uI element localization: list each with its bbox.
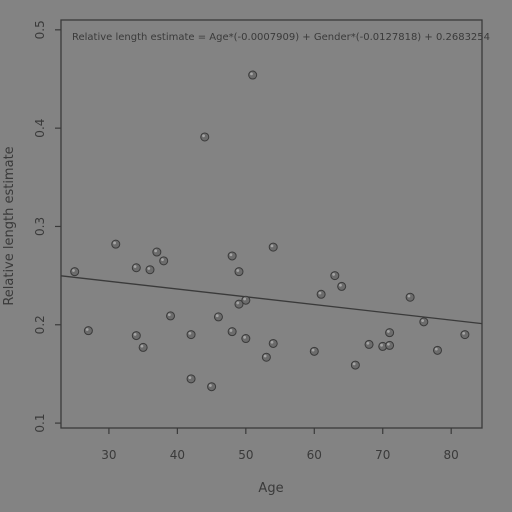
data-point (152, 247, 162, 257)
data-point (131, 263, 141, 273)
data-point (145, 265, 155, 275)
data-point (227, 251, 237, 261)
data-point (330, 271, 340, 281)
x-tick-label: 80 (444, 448, 459, 462)
data-point (405, 292, 415, 302)
data-point (350, 360, 360, 370)
data-point (261, 352, 271, 362)
data-point (309, 346, 319, 356)
data-point (385, 340, 395, 350)
data-point (268, 338, 278, 348)
data-point (207, 382, 217, 392)
data-point (460, 330, 470, 340)
data-point (200, 132, 210, 142)
data-point (385, 328, 395, 338)
x-tick-label: 40 (170, 448, 185, 462)
data-point (138, 342, 148, 352)
data-point (268, 242, 278, 252)
y-tick-label: 0.3 (33, 217, 47, 236)
y-tick-label: 0.4 (33, 119, 47, 138)
y-tick-label: 0.2 (33, 315, 47, 334)
data-point (227, 327, 237, 337)
y-tick-label: 0.1 (33, 414, 47, 433)
data-point (213, 312, 223, 322)
x-tick-label: 50 (238, 448, 253, 462)
data-point (337, 281, 347, 291)
regression-line (60, 275, 483, 325)
data-point (131, 331, 141, 341)
regression-formula: Relative length estimate = Age*(-0.00079… (72, 32, 490, 43)
data-point (241, 334, 251, 344)
data-point (186, 374, 196, 384)
plot-frame (60, 19, 483, 429)
points-layer (70, 70, 470, 392)
data-point (248, 70, 258, 80)
x-tick-label: 60 (307, 448, 322, 462)
y-tick-label: 0.5 (33, 20, 47, 39)
data-point (70, 267, 80, 277)
data-point (316, 289, 326, 299)
x-tick-label: 70 (375, 448, 390, 462)
x-axis-label: Age (258, 481, 283, 496)
ticks-layer: 30 40 50 60 70 80 0.1 0.2 0.3 0.4 0.5 (33, 20, 459, 462)
data-point (166, 311, 176, 321)
data-point (433, 345, 443, 355)
data-point (159, 256, 169, 266)
data-point (234, 267, 244, 277)
data-point (234, 299, 244, 309)
data-point (83, 326, 93, 336)
x-tick-label: 30 (101, 448, 116, 462)
y-axis-label: Relative length estimate (2, 146, 17, 305)
data-point (186, 330, 196, 340)
data-point (111, 239, 121, 249)
data-point (241, 295, 251, 305)
data-point (364, 339, 374, 349)
data-point (419, 317, 429, 327)
